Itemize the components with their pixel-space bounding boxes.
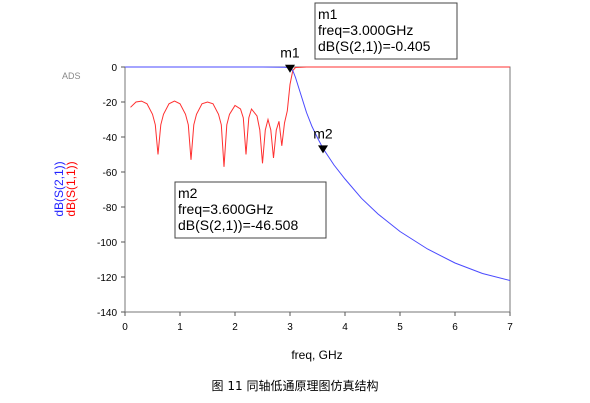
- y-tick-label: -60: [103, 168, 118, 179]
- marker-readout-layer: m1freq=3.000GHzdB(S(2,1))=-0.405m2freq=3…: [174, 2, 458, 239]
- marker-m2-readout-line: m2: [178, 185, 198, 201]
- marker-layer: m1 m2: [280, 45, 333, 154]
- y-tick-label: -80: [103, 203, 118, 214]
- marker-m1-readout-line: m1: [318, 6, 338, 22]
- figure-caption: 图 11 同轴低通原理图仿真结构: [211, 379, 379, 393]
- series-line-s21: [125, 66, 511, 281]
- marker-m1-triangle: [285, 64, 295, 73]
- x-tick-label: 4: [342, 322, 348, 333]
- marker-m1-readout-line: freq=3.000GHz: [318, 22, 413, 38]
- marker-m1-readout-box: [314, 2, 458, 60]
- watermark-label: ADS: [62, 71, 81, 81]
- y-axis-label-s21: dB(S(2,1)): [52, 161, 66, 216]
- marker-m2-label: m2: [313, 125, 333, 141]
- marker-m1-label: m1: [280, 45, 300, 61]
- y-tick-label: -100: [97, 238, 117, 249]
- marker-m2-readout-box: [174, 181, 327, 239]
- chart: 0 -20 -40 -60 -80 -100 -120 -140 0 1 2 3 4 5 6 7 ADS m…: [52, 2, 513, 362]
- y-tick-label: -40: [103, 133, 118, 144]
- y-tick-label: -20: [103, 98, 118, 109]
- x-axis-label: freq, GHz: [291, 348, 342, 362]
- marker-m2-readout-line: freq=3.600GHz: [178, 201, 273, 217]
- x-tick-label: 3: [287, 322, 293, 333]
- y-tick-label: 0: [111, 63, 117, 74]
- y-tick-label: -140: [97, 308, 117, 319]
- x-tick-label: 7: [507, 322, 513, 333]
- y-axis-labels: dB(S(2,1)) dB(S(1,1)): [52, 161, 78, 216]
- marker-m2-readout-line: dB(S(2,1))=-46.508: [178, 217, 298, 233]
- marker-m1-readout-line: dB(S(2,1))=-0.405: [318, 38, 431, 54]
- x-tick-label: 2: [232, 322, 238, 333]
- y-axis-label-s11: dB(S(1,1)): [64, 161, 78, 216]
- series-line-s11: [130, 66, 510, 167]
- x-tick-label: 0: [122, 322, 128, 333]
- x-tick-label: 1: [177, 322, 183, 333]
- marker-m2-triangle: [318, 145, 328, 154]
- x-tick-label: 5: [397, 322, 403, 333]
- y-tick-label: -120: [97, 273, 117, 284]
- x-tick-label: 6: [452, 322, 458, 333]
- y-axis-ticks: 0 -20 -40 -60 -80 -100 -120 -140: [97, 63, 125, 319]
- series-layer: [125, 66, 511, 281]
- x-axis-ticks: 0 1 2 3 4 5 6 7: [122, 312, 513, 333]
